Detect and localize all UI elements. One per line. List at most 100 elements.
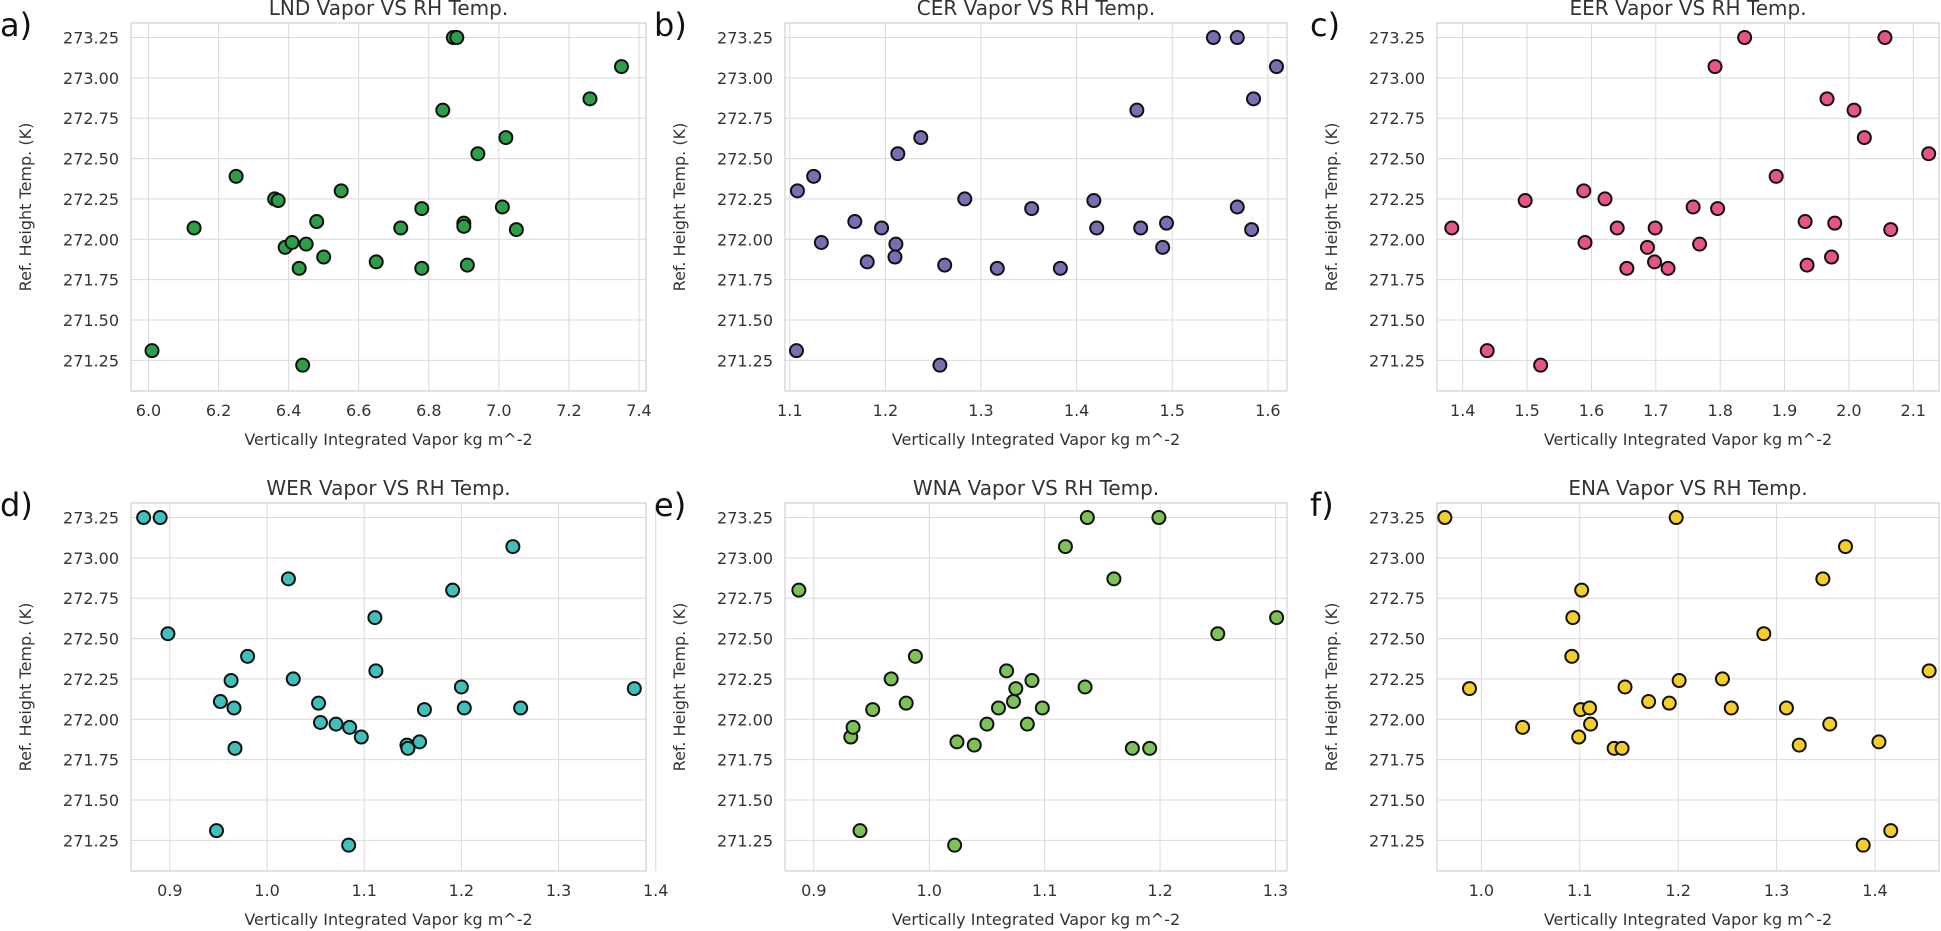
y-tick-label: 271.50 [717,311,773,330]
y-tick-label: 273.25 [717,29,773,48]
data-point [1685,199,1701,215]
data-point [847,214,863,230]
y-tick-label: 272.75 [63,589,119,608]
chart-title: EER Vapor VS RH Temp. [1569,0,1806,20]
data-point [353,729,369,745]
data-point [456,218,472,234]
data-point [1619,260,1635,276]
data-point [285,671,301,687]
panel-label: a) [0,6,32,44]
data-point [1229,30,1245,46]
data-point [1692,236,1708,252]
chart-title: WNA Vapor VS RH Temp. [913,476,1159,500]
data-point [393,220,409,236]
panel-5: 271.25 271.50 271.75 272.00 272.25 272.50 272.… [654,476,1288,929]
panel-label: d) [0,486,33,524]
data-point [1517,193,1533,209]
panel-label: c) [1310,6,1340,44]
data-point [582,91,598,107]
data-point [291,260,307,276]
x-tick-label: 7.4 [626,401,651,420]
x-axis-label: Vertically Integrated Vapor kg m^-2 [1544,430,1832,449]
plot-frame [784,22,1288,392]
data-point [459,257,475,273]
x-tick-label: 1.3 [546,881,571,900]
y-axis-label: Ref. Height Temp. (K) [16,603,35,772]
data-point [1159,215,1175,231]
data-point [1577,235,1593,251]
y-tick-label: 272.25 [1369,670,1425,689]
data-point [890,146,906,162]
y-axis-label: Ref. Height Temp. (K) [670,123,689,292]
data-point [284,235,300,251]
data-point [435,102,451,118]
data-point [1229,199,1245,215]
x-tick-label: 1.1 [351,881,376,900]
y-axis-label: Ref. Height Temp. (K) [16,123,35,292]
x-tick-label: 1.6 [1255,401,1280,420]
y-tick-label: 272.25 [63,190,119,209]
data-point [907,648,923,664]
data-point [1856,130,1872,146]
data-point [152,510,168,526]
y-axis-label: Ref. Height Temp. (K) [670,603,689,772]
chart-title: CER Vapor VS RH Temp. [917,0,1155,20]
y-tick-label: 273.25 [63,29,119,48]
data-point [1089,220,1105,236]
data-point [367,610,383,626]
data-point [813,235,829,251]
data-point [1819,91,1835,107]
data-point [789,183,805,199]
x-tick-label: 1.3 [968,401,993,420]
data-point [513,700,529,716]
x-tick-label: 6.6 [346,401,371,420]
data-point [791,582,807,598]
x-axis-label: Vertically Integrated Vapor kg m^-2 [244,430,532,449]
data-point [136,510,152,526]
y-tick-label: 272.75 [717,589,773,608]
data-point [1921,146,1937,162]
data-point [852,823,868,839]
y-tick-label: 272.00 [1369,710,1425,729]
x-tick-label: 1.4 [1862,881,1887,900]
data-point [1268,59,1284,75]
data-point [949,734,965,750]
data-point [898,695,914,711]
y-tick-label: 271.75 [1369,271,1425,290]
x-tick-label: 1.4 [643,881,668,900]
y-axis-label: Ref. Height Temp. (K) [1322,123,1341,292]
x-tick-label: 1.7 [1643,401,1668,420]
x-tick-label: 1.0 [1469,881,1494,900]
y-tick-label: 271.75 [717,271,773,290]
x-tick-label: 1.5 [1514,401,1539,420]
data-point [298,236,314,252]
data-point [1883,823,1899,839]
data-point [1034,700,1050,716]
data-point [1129,102,1145,118]
data-point [341,837,357,853]
data-point [416,702,432,718]
data-point [280,571,296,587]
y-tick-label: 271.25 [63,831,119,850]
data-point [1647,220,1663,236]
panel-1: 271.25 271.50 271.75 272.00 272.25 272.50 272.… [0,0,652,449]
chart-title: WER Vapor VS RH Temp. [266,476,510,500]
data-point [226,700,242,716]
panel-3: 271.25 271.50 271.75 272.00 272.25 272.50 272.… [1310,0,1940,449]
y-tick-label: 273.00 [1369,69,1425,88]
data-point [1106,571,1122,587]
data-point [1565,610,1581,626]
y-tick-label: 273.25 [63,509,119,528]
y-tick-label: 271.75 [1369,751,1425,770]
data-point [859,254,875,270]
data-point [505,539,521,555]
data-point [1815,571,1831,587]
data-point [966,737,982,753]
y-tick-label: 271.50 [1369,311,1425,330]
data-point [1444,220,1460,236]
y-tick-label: 272.50 [1369,630,1425,649]
y-tick-label: 272.00 [717,230,773,249]
data-point [865,702,881,718]
y-tick-label: 271.25 [1369,831,1425,850]
data-point [1077,679,1093,695]
